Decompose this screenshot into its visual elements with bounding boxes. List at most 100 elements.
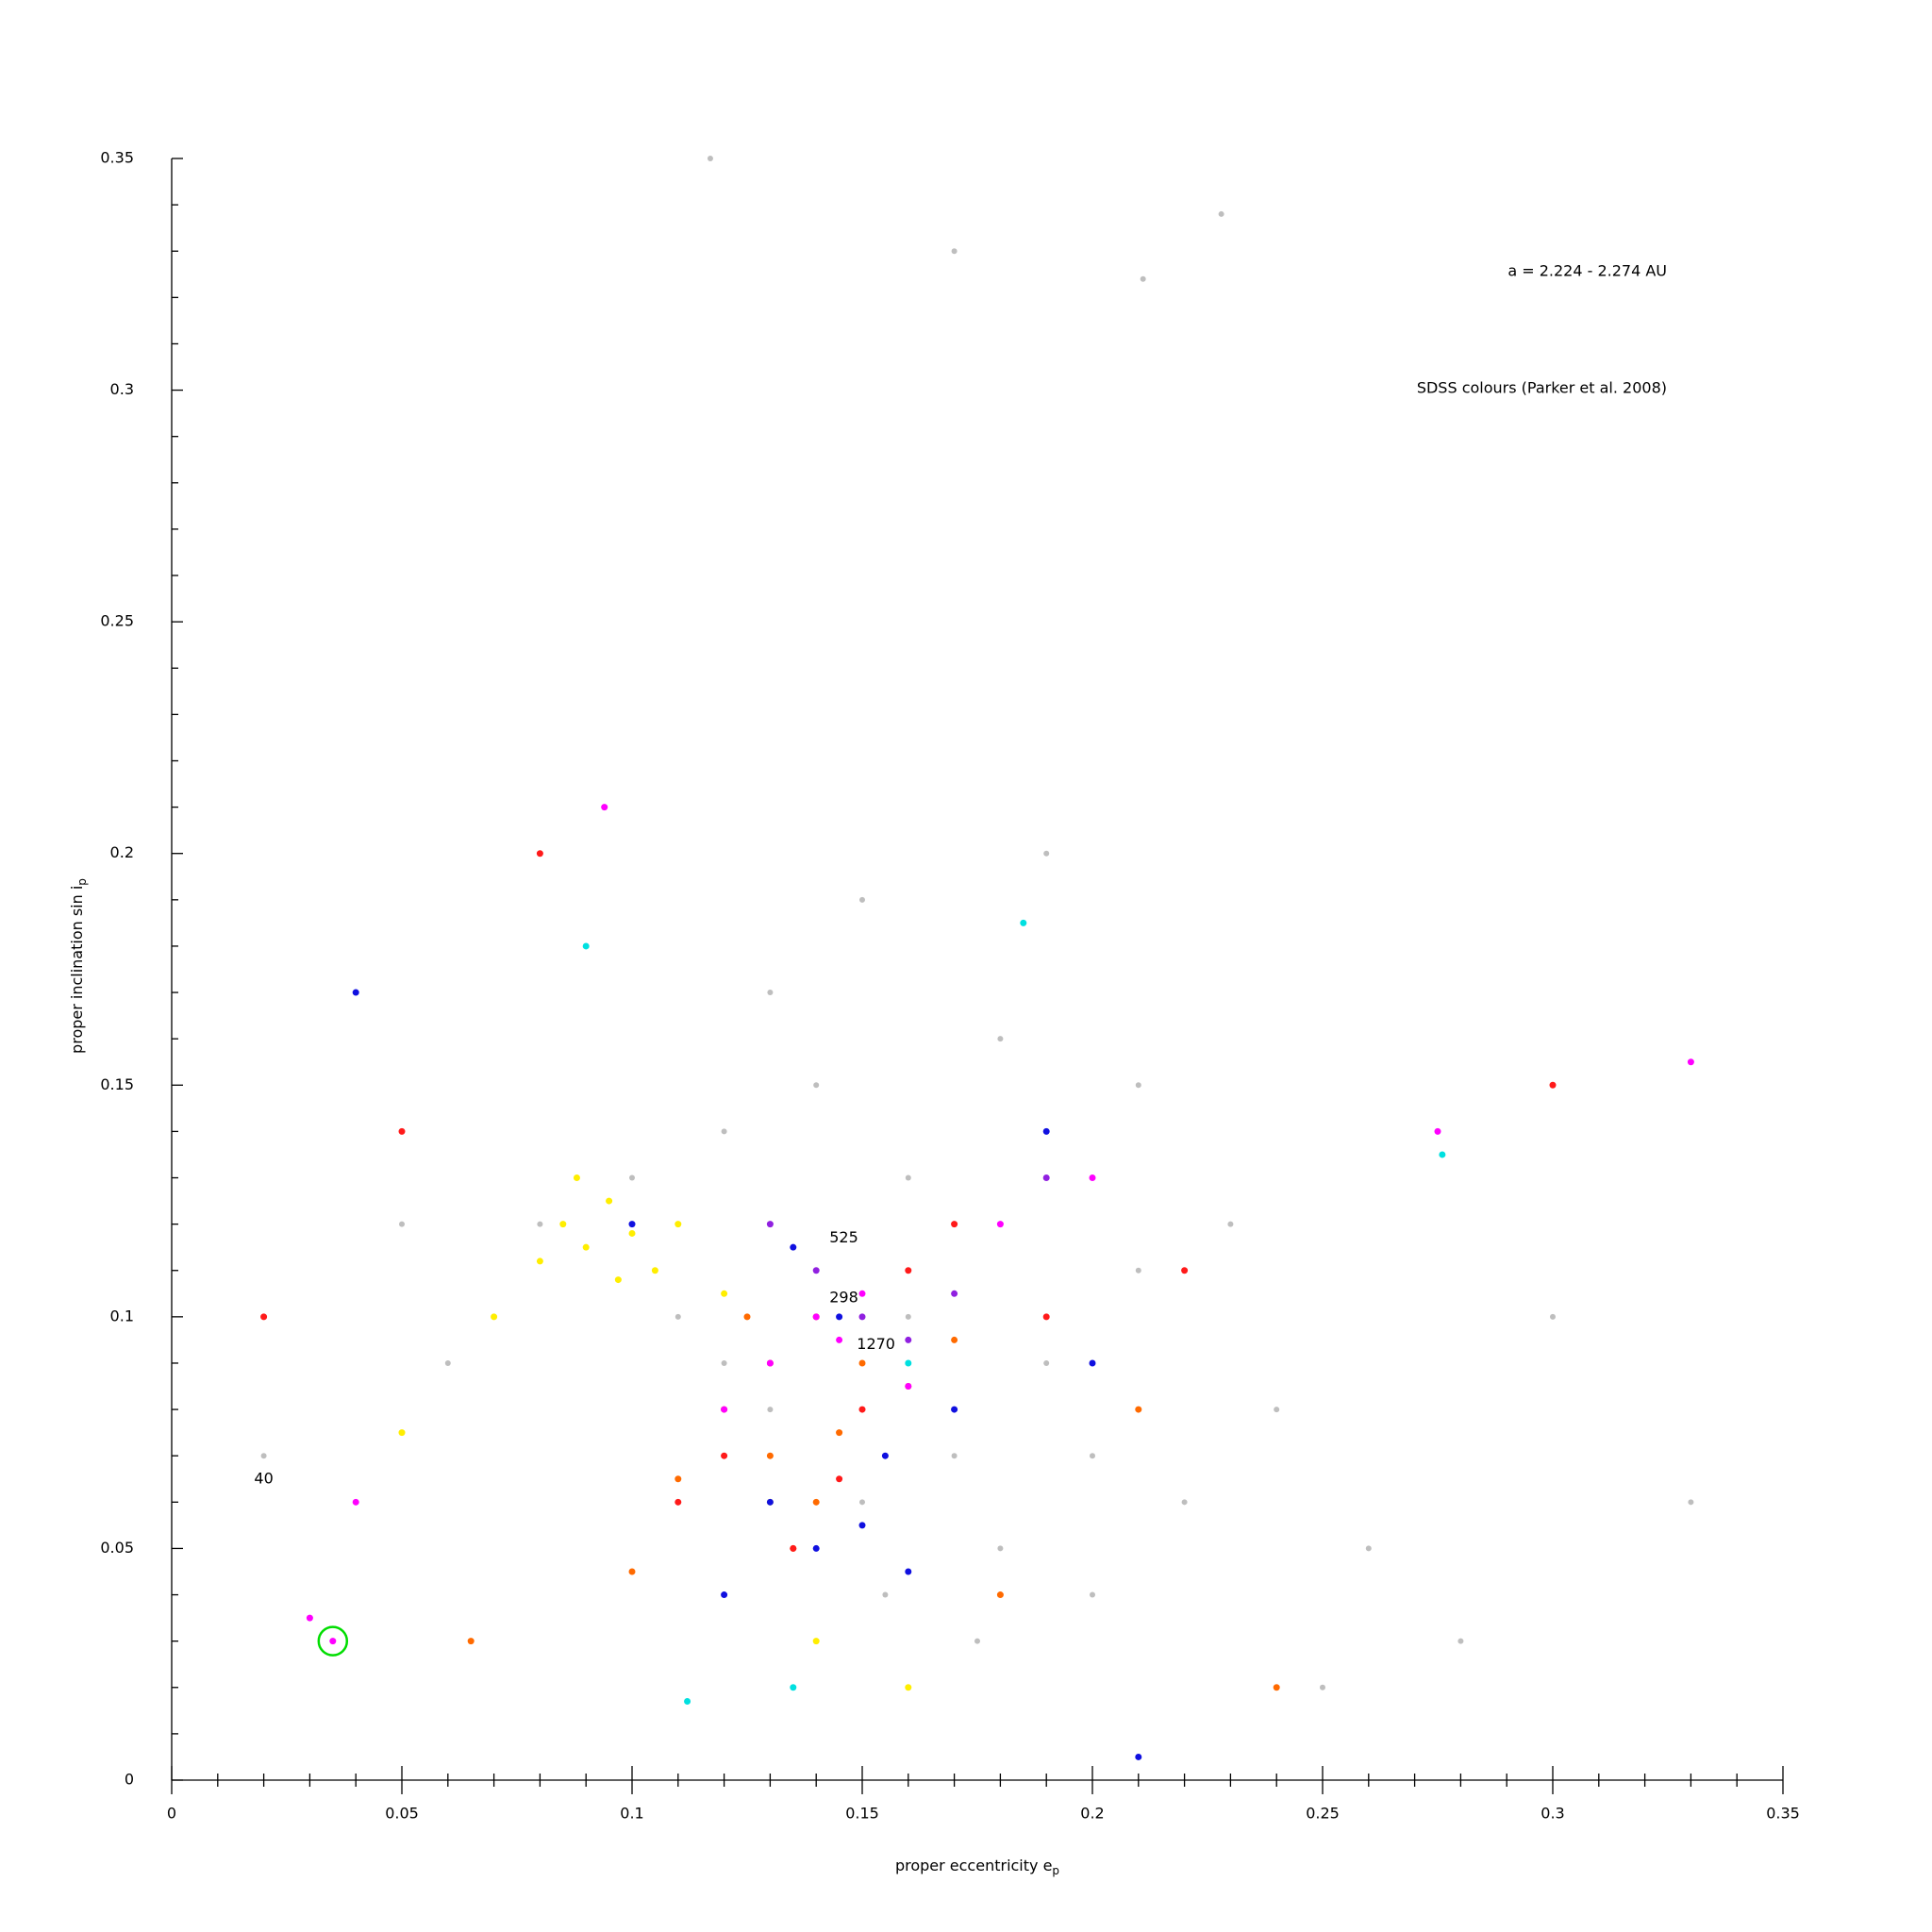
point: [628, 1568, 636, 1575]
point: [1550, 1313, 1556, 1320]
point: [858, 1522, 866, 1529]
point: [1135, 1082, 1141, 1089]
x-tick-label: 0.3: [1541, 1805, 1564, 1823]
point: [684, 1698, 691, 1706]
point-label: 40: [254, 1469, 273, 1487]
point: [836, 1336, 843, 1343]
point: [1688, 1499, 1694, 1506]
point: [1135, 1753, 1142, 1760]
point: [721, 1359, 727, 1366]
point: [352, 989, 359, 996]
x-tick-label: 0.35: [1766, 1805, 1800, 1823]
point: [951, 1221, 958, 1228]
point: [882, 1591, 889, 1598]
point: [766, 1498, 774, 1506]
point: [721, 1406, 728, 1413]
point: [352, 1498, 359, 1506]
annotation: SDSS colours (Parker et al. 2008): [1417, 379, 1667, 397]
point: [1218, 210, 1224, 217]
point: [905, 1336, 912, 1343]
point: [628, 1229, 636, 1237]
y-tick-label: 0.05: [100, 1539, 134, 1557]
point: [905, 1568, 912, 1575]
point: [1042, 1127, 1050, 1135]
point: [675, 1498, 682, 1506]
point: [767, 1407, 774, 1413]
y-axis-label-sub: p: [75, 878, 89, 886]
point: [582, 942, 590, 950]
x-axis-label: proper eccentricity ep: [895, 1857, 1059, 1877]
x-tick-label: 0: [167, 1805, 176, 1823]
point: [836, 1475, 843, 1483]
point: [1043, 850, 1050, 857]
y-tick-label: 0.2: [110, 843, 134, 861]
point: [1687, 1058, 1694, 1066]
point: [260, 1313, 268, 1321]
point: [951, 1453, 958, 1459]
point: [836, 1313, 843, 1321]
point: [1020, 919, 1027, 926]
point-label: 298: [829, 1289, 858, 1307]
y-axis-label-text: proper inclination sin i: [68, 886, 86, 1054]
point: [951, 248, 958, 255]
point: [836, 1429, 843, 1437]
point: [467, 1638, 475, 1645]
point: [1365, 1545, 1372, 1552]
x-tick-label: 0.05: [385, 1805, 419, 1823]
point: [614, 1276, 622, 1284]
point: [905, 1684, 912, 1691]
point: [1089, 1359, 1096, 1367]
point: [813, 1082, 820, 1089]
point: [790, 1684, 797, 1691]
point: [951, 1406, 958, 1413]
point: [997, 1545, 1004, 1552]
point: [905, 1383, 912, 1391]
point: [905, 1313, 911, 1320]
point: [859, 1499, 865, 1506]
point: [398, 1429, 406, 1437]
point: [858, 1359, 866, 1367]
x-tick-label: 0.2: [1080, 1805, 1104, 1823]
point: [997, 1036, 1004, 1042]
point: [721, 1128, 727, 1135]
point: [859, 896, 865, 903]
point: [1320, 1684, 1325, 1690]
point: [559, 1221, 567, 1228]
point: [398, 1127, 406, 1135]
point: [721, 1591, 728, 1599]
x-tick-label: 0.25: [1306, 1805, 1340, 1823]
point: [1043, 1359, 1050, 1366]
point: [974, 1638, 980, 1644]
point: [399, 1221, 405, 1227]
point: [537, 1221, 543, 1227]
point: [812, 1638, 820, 1645]
y-tick-label: 0.15: [100, 1075, 134, 1093]
point: [905, 1174, 911, 1181]
point: [582, 1243, 590, 1251]
point: [1457, 1638, 1464, 1644]
point: [536, 850, 543, 858]
point: [721, 1290, 728, 1297]
point: [329, 1638, 337, 1645]
point: [628, 1221, 636, 1228]
point: [444, 1359, 451, 1366]
y-tick-label: 0.3: [110, 380, 134, 398]
point: [629, 1174, 635, 1181]
y-tick-label: 0: [125, 1771, 134, 1789]
point: [951, 1290, 958, 1297]
point: [766, 1221, 774, 1228]
x-axis-label-text: proper eccentricity e: [895, 1857, 1052, 1874]
point: [1549, 1081, 1557, 1089]
point: [996, 1221, 1004, 1228]
annotation: a = 2.224 - 2.274 AU: [1507, 262, 1667, 280]
point: [1042, 1174, 1050, 1182]
x-axis-label-sub: p: [1052, 1864, 1059, 1877]
point: [858, 1406, 866, 1413]
point: [707, 156, 713, 161]
point: [790, 1544, 797, 1552]
point: [675, 1475, 682, 1483]
point: [767, 990, 774, 996]
highlight-circle: [317, 1625, 349, 1657]
point-label: 1270: [857, 1335, 895, 1353]
